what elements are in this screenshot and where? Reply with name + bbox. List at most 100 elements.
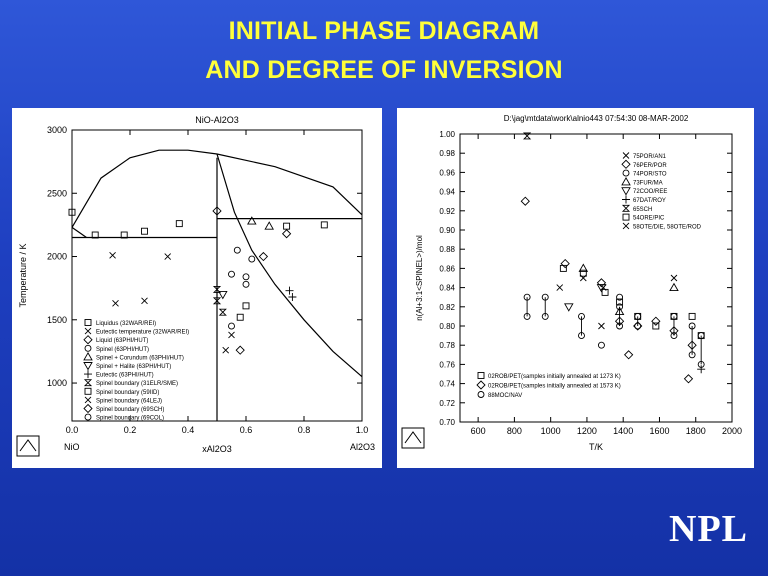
- data-point: [242, 280, 250, 288]
- data-point: [112, 300, 119, 307]
- data-point: [248, 255, 256, 263]
- tie-line-circle: [688, 322, 696, 330]
- legend2-entry: 88MOC/NAV: [488, 393, 522, 399]
- data-point: [258, 251, 269, 262]
- data-point-robpet: [560, 258, 570, 269]
- inversion-chart: D:\jag\mtdata\work\alnio443 07:54:30 08-…: [401, 114, 742, 452]
- data-point: [236, 313, 244, 321]
- mtdata-logo-mark: [19, 439, 37, 452]
- y-tick-label: 0.88: [439, 245, 455, 254]
- tie-line-circle: [634, 322, 642, 330]
- data-point: [599, 284, 607, 291]
- legend-entry: Liquidus (32WAR/REI): [96, 321, 156, 327]
- legend-marker: [84, 327, 92, 335]
- data-point-robpet: [634, 312, 642, 320]
- data-point: [242, 273, 250, 281]
- data-point: [68, 208, 76, 216]
- x-tick-label: 1000: [541, 426, 561, 436]
- data-point: [141, 297, 148, 305]
- y-tick-label: 0.92: [439, 207, 455, 216]
- data-point: [669, 282, 679, 292]
- y-tick-label: 1000: [47, 378, 67, 388]
- legend-marker: [83, 335, 93, 345]
- tie-line-circle: [670, 332, 678, 340]
- legend-entry: Eutectic (63PHI/HUT): [96, 373, 154, 379]
- legend-marker: [621, 176, 631, 186]
- y-tick-label: 0.74: [439, 380, 455, 389]
- y-tick-label: 0.78: [439, 341, 455, 350]
- legend-entry: Spinel boundary (69COL): [96, 416, 164, 422]
- mtdata-logo-mark: [404, 431, 422, 444]
- tie-line-circle: [523, 312, 531, 320]
- x-tick-label: 0.0: [66, 425, 79, 435]
- x-tick-label: 1800: [686, 426, 706, 436]
- data-point: [683, 374, 694, 384]
- data-point: [320, 221, 328, 229]
- x-tick-label: 0.8: [298, 425, 311, 435]
- data-point: [624, 350, 634, 360]
- legend-entry: Spinel + Halite (63PHI/HUT): [96, 364, 171, 370]
- data-point-robpet: [616, 298, 624, 306]
- phase-diagram-chart: NiO-Al2O3 0.0 0.2 0.4 0.6 0.8 1.0 1000 1500 2000 2…: [16, 115, 375, 457]
- legend-marker: [84, 413, 92, 421]
- data-point: [285, 286, 294, 295]
- x-tick-label: 1200: [577, 426, 597, 436]
- data-point: [109, 251, 116, 259]
- legend-entry: Liquid (63PHI/HUT): [96, 338, 148, 344]
- x-axis-label: xAl2O3: [202, 444, 232, 454]
- legend-marker: [83, 351, 93, 361]
- phase-line-liquidus-nio-branch: [71, 226, 87, 238]
- npl-logo: NPL: [669, 508, 748, 550]
- data-point: [523, 132, 532, 140]
- legend-marker: [622, 213, 630, 221]
- x-endpoint-right: Al2O3: [350, 442, 375, 452]
- data-point-robpet: [579, 269, 587, 277]
- phase-line-spinel-right: [216, 153, 363, 378]
- mtdata-logo-icon: [401, 427, 425, 449]
- y-tick-label: 0.94: [439, 188, 455, 197]
- data-point-robpet: [688, 312, 696, 320]
- data-point: [520, 196, 530, 206]
- y-tick-label: 0.72: [439, 399, 455, 408]
- data-point-robpet: [596, 278, 607, 288]
- x-tick-label: 1400: [613, 426, 633, 436]
- data-point-robpet: [670, 312, 678, 320]
- data-point-robpet: [614, 316, 625, 326]
- inversion-plot-panel: D:\jag\mtdata\work\alnio443 07:54:30 08-…: [397, 108, 754, 468]
- y-tick-label: 0.70: [439, 418, 455, 427]
- data-point: [247, 216, 257, 225]
- y-tick-label: 1.00: [439, 130, 455, 139]
- legend-entry: Spinel (63PHI/HUT): [96, 347, 149, 353]
- data-point: [281, 229, 292, 239]
- legend-entry: 67DAT/ROY: [633, 198, 666, 204]
- phase-line-liquidus: [71, 149, 363, 228]
- legend-entry: 75POR/AN1: [633, 154, 667, 160]
- data-point: [91, 231, 99, 239]
- data-point-robpet: [697, 332, 705, 340]
- legend-marker: [84, 344, 92, 352]
- data-point-robpet: [669, 326, 679, 336]
- legend2-entry: 02ROB/PET(samples initially annealed at …: [488, 374, 621, 380]
- x-tick-label: 0.4: [182, 425, 195, 435]
- legend-entry: 74POR/STO: [633, 172, 667, 178]
- x-tick-label: 1.0: [356, 425, 369, 435]
- legend-marker: [84, 319, 92, 326]
- y-tick-label: 2500: [47, 188, 67, 198]
- data-point: [564, 303, 574, 312]
- data-point: [141, 227, 148, 235]
- x-tick-label: 600: [471, 426, 486, 436]
- data-point: [597, 341, 605, 349]
- legend-entry: Spinel + Corundum (63PHI/HUT): [96, 355, 184, 361]
- y-tick-label: 0.76: [439, 360, 455, 369]
- data-point: [288, 293, 297, 302]
- chart-title: D:\jag\mtdata\work\alnio443 07:54:30 08-…: [504, 114, 689, 123]
- y-tick-label: 0.86: [439, 264, 455, 273]
- legend-marker: [84, 370, 92, 379]
- data-point-robpet: [633, 321, 643, 331]
- legend-marker: [621, 204, 631, 212]
- data-point-robpet: [652, 322, 660, 330]
- data-point: [212, 285, 222, 293]
- legend-entry: 76PER/POR: [633, 163, 667, 169]
- x-axis-label: T/K: [589, 442, 603, 452]
- tie-line-circle: [541, 312, 549, 320]
